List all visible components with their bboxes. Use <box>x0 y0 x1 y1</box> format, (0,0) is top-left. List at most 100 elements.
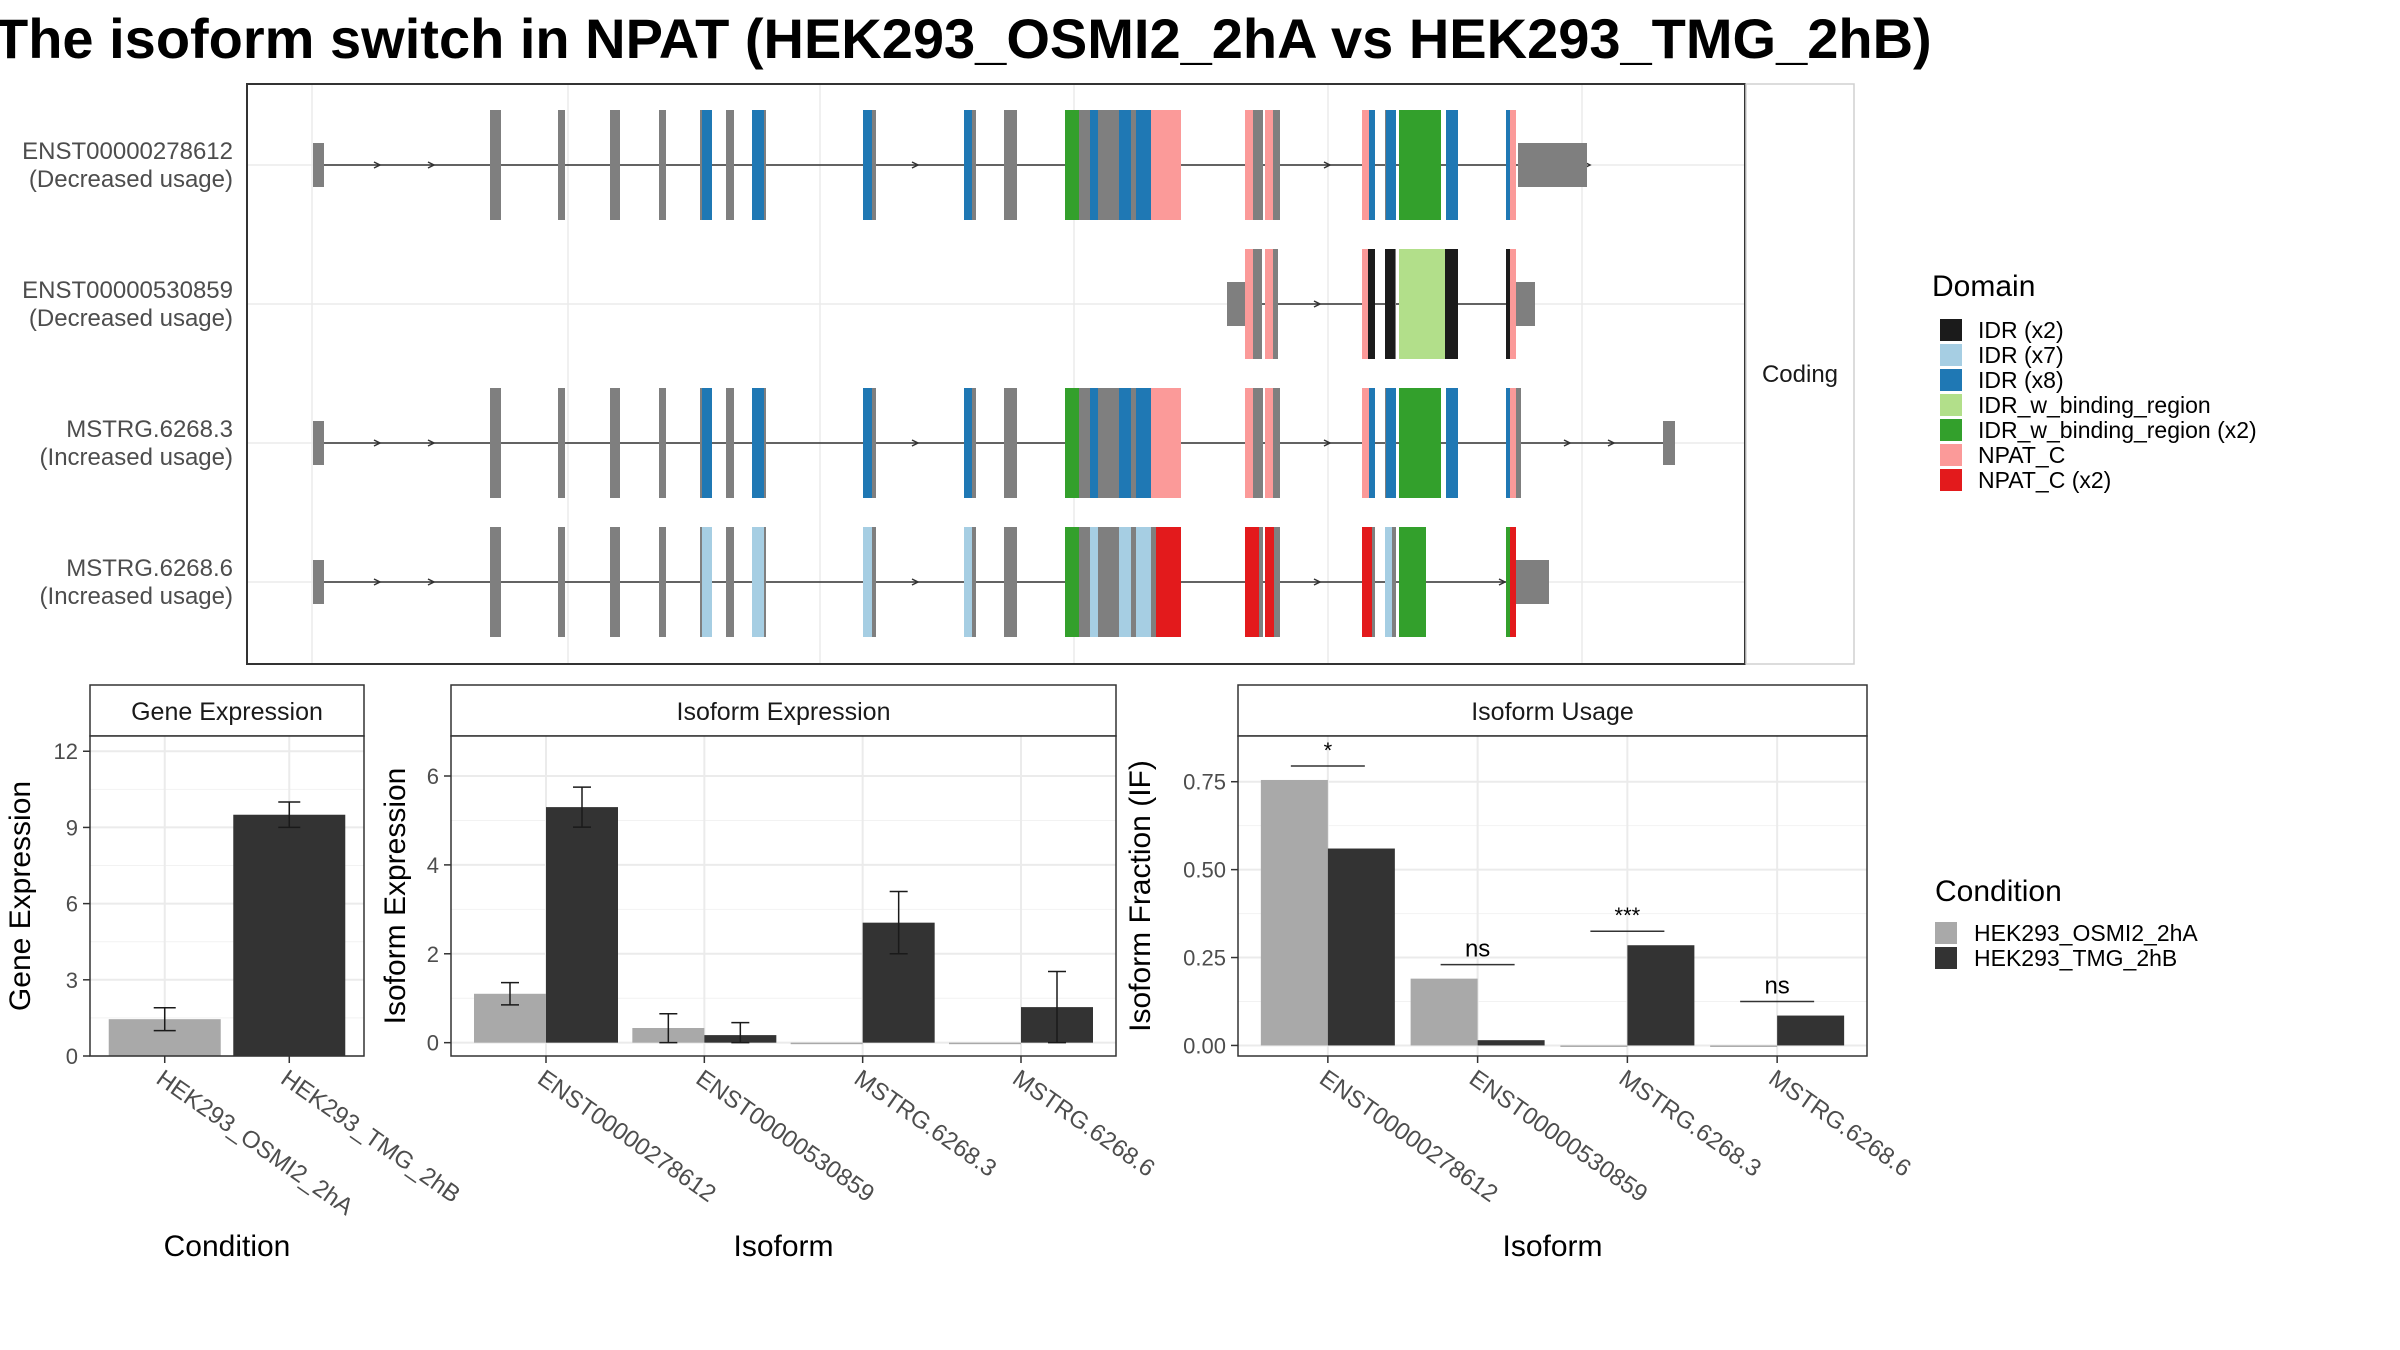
transcript-name-label: MSTRG.6268.6 <box>66 555 233 582</box>
domain-block <box>1119 527 1131 637</box>
x-tick-label: HEK293_OSMI2_2hA <box>151 1065 358 1221</box>
exon <box>1227 282 1247 326</box>
exon <box>659 110 666 220</box>
transcript-usage-label: (Decreased usage) <box>29 305 233 332</box>
isoform-usage-panel: Isoform Usage0.000.250.500.75ENST0000027… <box>1124 684 1916 1263</box>
y-tick-label: 0.00 <box>1183 1033 1226 1058</box>
y-tick-label: 0.75 <box>1183 770 1226 795</box>
domain-legend-label: IDR (x7) <box>1978 342 2064 368</box>
domain-legend-title: Domain <box>1932 270 2035 303</box>
y-tick-label: 0.50 <box>1183 858 1226 883</box>
exon <box>558 527 565 637</box>
exon <box>1516 560 1549 604</box>
y-axis-title: Isoform Fraction (IF) <box>1124 760 1157 1032</box>
domain-block <box>1446 110 1458 220</box>
intron-arrow <box>1313 578 1322 586</box>
y-axis-title: Gene Expression <box>4 781 37 1011</box>
exon <box>726 388 734 498</box>
domain-block <box>1119 110 1131 220</box>
domain-block <box>1136 388 1151 498</box>
error-bar <box>1048 970 1066 1044</box>
bar <box>233 814 346 1056</box>
domain-legend-key <box>1940 369 1962 391</box>
exon <box>969 110 976 220</box>
domain-block <box>964 110 972 220</box>
y-tick-label: 4 <box>427 853 439 878</box>
domain-block <box>702 527 712 637</box>
y-tick-label: 0 <box>66 1044 78 1069</box>
figure-title: The isoform switch in NPAT (HEK293_OSMI2… <box>0 7 1932 70</box>
domain-block <box>1369 388 1375 498</box>
intron-arrow <box>427 439 436 447</box>
exon <box>869 388 876 498</box>
domain-legend-label: NPAT_C <box>1978 442 2065 468</box>
domain-block <box>1510 110 1516 220</box>
domain-block <box>964 388 972 498</box>
exon <box>726 527 734 637</box>
bar <box>1710 1045 1778 1047</box>
domain-block <box>1399 110 1441 220</box>
error-bar <box>731 1021 750 1044</box>
domain-block <box>1265 249 1273 359</box>
domain-legend-key <box>1940 469 1962 491</box>
domain-block <box>1362 388 1369 498</box>
domain-block <box>1506 527 1510 637</box>
domain-block <box>1156 527 1181 637</box>
domain-block <box>1136 527 1151 637</box>
domain-legend-label: IDR (x8) <box>1978 367 2064 393</box>
domain-block <box>1136 110 1151 220</box>
intron-arrow <box>427 161 436 169</box>
panel-strip-label: Isoform Expression <box>677 698 891 726</box>
plot-border <box>450 735 1117 1057</box>
domain-block <box>1386 388 1396 498</box>
domain-block <box>1368 249 1375 359</box>
intron-arrow <box>911 578 920 586</box>
domain-legend-label: NPAT_C (x2) <box>1978 467 2111 493</box>
intron-arrow <box>1323 161 1332 169</box>
significance-label: ns <box>1764 973 1789 1000</box>
error-bar <box>573 786 591 828</box>
transcript-name-label: ENST00000278612 <box>22 138 233 165</box>
y-tick-label: 6 <box>66 892 78 917</box>
exon <box>969 527 976 637</box>
domain-legend-key <box>1940 419 1962 441</box>
domain-block <box>1265 527 1274 637</box>
structure-plot-border <box>246 83 1746 665</box>
domain-block <box>1065 110 1079 220</box>
domain-block <box>964 527 972 637</box>
exon <box>313 421 324 465</box>
panel-strip-label: Gene Expression <box>131 698 323 726</box>
domain-block <box>1510 527 1516 637</box>
domain-block <box>1090 110 1098 220</box>
y-tick-label: 0.25 <box>1183 946 1226 971</box>
domain-block <box>1362 527 1372 637</box>
x-axis-title: Condition <box>164 1230 291 1263</box>
y-tick-label: 3 <box>66 968 78 993</box>
bar <box>949 1042 1021 1045</box>
panel-strip-label: Isoform Usage <box>1471 698 1634 726</box>
transcript-usage-label: (Increased usage) <box>40 444 233 471</box>
intron-arrow <box>373 161 382 169</box>
domain-block <box>752 527 764 637</box>
isoform-expression-panel: Isoform Expression0246ENST00000278612ENS… <box>379 684 1160 1263</box>
panel-strip <box>89 684 365 737</box>
domain-legend-key <box>1940 319 1962 341</box>
domain-block <box>1362 110 1369 220</box>
exon <box>1516 388 1521 498</box>
bar <box>1327 848 1395 1046</box>
intron-arrow <box>1607 439 1616 447</box>
x-tick-label: MSTRG.6268.6 <box>1008 1065 1160 1183</box>
y-tick-label: 0 <box>427 1031 439 1056</box>
domain-block <box>1445 249 1458 359</box>
exon <box>558 388 565 498</box>
exon <box>869 110 876 220</box>
domain-block <box>1386 110 1396 220</box>
domain-block <box>1399 388 1441 498</box>
domain-block <box>1151 388 1181 498</box>
significance-label: ns <box>1465 936 1490 963</box>
domain-block <box>863 388 872 498</box>
domain-block <box>1090 388 1098 498</box>
